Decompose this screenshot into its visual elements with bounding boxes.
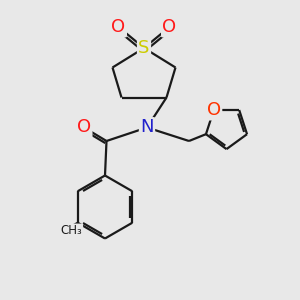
Text: O: O xyxy=(207,101,221,119)
Text: N: N xyxy=(140,118,154,136)
Text: O: O xyxy=(162,18,177,36)
Text: CH₃: CH₃ xyxy=(60,224,82,238)
Text: S: S xyxy=(138,39,150,57)
Text: O: O xyxy=(111,18,126,36)
Text: O: O xyxy=(77,118,91,136)
